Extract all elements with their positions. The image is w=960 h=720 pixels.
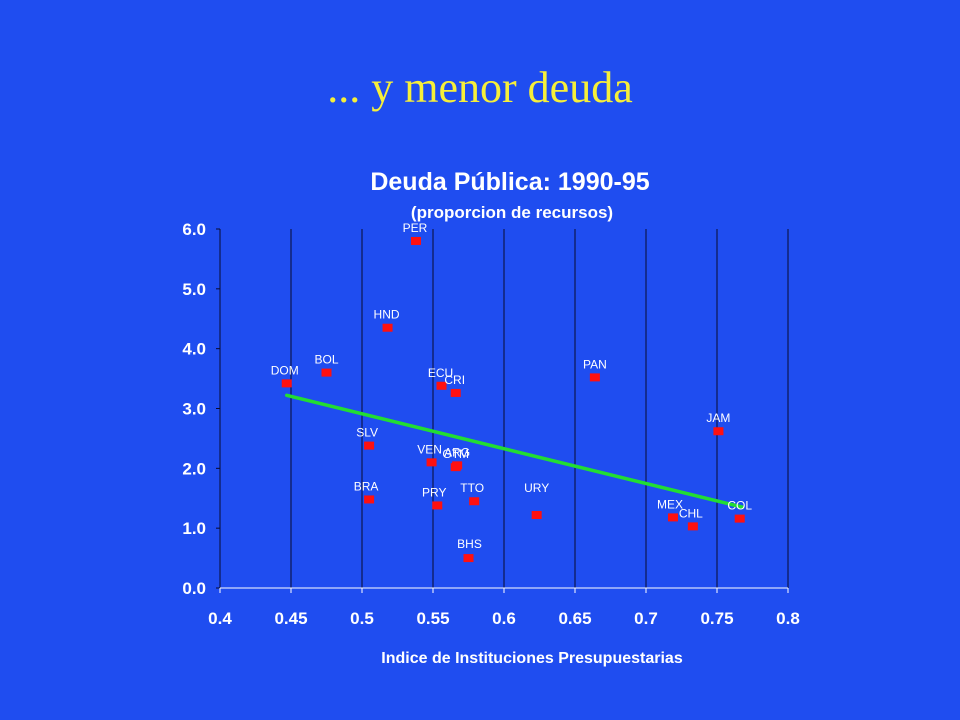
y-tick-label: 1.0	[182, 519, 206, 538]
data-point-marker	[450, 463, 461, 472]
x-tick-label: 0.8	[776, 609, 800, 628]
y-tick-label: 5.0	[182, 280, 206, 299]
grid-lines	[219, 229, 789, 588]
tick-labels: 0.0 1.0 2.0 3.0 4.0 5.0 6.0 0.4 0.45 0.5 0.55 0.6 0.…	[182, 220, 799, 628]
data-point-marker	[734, 514, 745, 523]
trendline-group	[284, 393, 745, 509]
y-tick-label: 6.0	[182, 220, 206, 239]
data-point-marker	[364, 441, 375, 450]
x-tick-label: 0.65	[558, 609, 591, 628]
y-tick-label: 3.0	[182, 400, 206, 419]
axes	[216, 228, 789, 593]
data-point-marker	[450, 388, 461, 397]
data-point-label: HND	[374, 308, 400, 322]
data-point-label: SLV	[356, 426, 378, 440]
trendline	[284, 393, 745, 509]
x-tick-label: 0.75	[700, 609, 733, 628]
data-point-marker	[589, 373, 600, 382]
data-point-label: JAM	[706, 411, 730, 425]
data-point-marker	[463, 554, 474, 563]
x-tick-label: 0.45	[274, 609, 307, 628]
data-point-label: CHL	[679, 506, 703, 520]
data-point-marker	[321, 368, 332, 377]
data-point-label: PRY	[422, 485, 446, 499]
data-point-marker	[713, 427, 724, 436]
x-tick-label: 0.6	[492, 609, 516, 628]
data-point-marker	[667, 513, 678, 522]
data-point-marker	[281, 379, 292, 388]
chart-title: Deuda Pública: 1990-95	[370, 168, 649, 196]
data-point-label: DOM	[271, 363, 299, 377]
x-tick-label: 0.55	[416, 609, 449, 628]
data-point-label: MEX	[657, 497, 683, 511]
data-point-marker	[469, 497, 480, 506]
y-tick-label: 4.0	[182, 340, 206, 359]
data-point-marker	[364, 495, 375, 504]
data-point-marker	[436, 381, 447, 390]
data-point-label: GTM	[442, 447, 469, 461]
slide-title: ... y menor deuda	[327, 63, 633, 112]
data-point-label: ECU	[428, 366, 453, 380]
y-tick-label: 2.0	[182, 459, 206, 478]
data-point-marker	[687, 522, 698, 531]
data-point-label: VEN	[417, 442, 442, 456]
x-tick-label: 0.7	[634, 609, 658, 628]
data-point-marker	[426, 458, 437, 467]
data-point-label: URY	[524, 481, 549, 495]
data-point-label: PER	[403, 221, 428, 235]
data-point-label: ARG	[444, 445, 470, 459]
data-point-marker	[531, 511, 542, 520]
data-point-label: CRI	[444, 373, 465, 387]
data-point-marker	[382, 323, 393, 332]
x-axis-label: Indice de Instituciones Presupuestarias	[381, 650, 683, 667]
y-tick-label: 0.0	[182, 579, 206, 598]
data-point-label: TTO	[460, 481, 484, 495]
x-tick-label: 0.5	[350, 609, 374, 628]
data-point-label: COL	[727, 499, 752, 513]
data-point-label: BOL	[314, 353, 338, 367]
data-point-label: BHS	[457, 537, 482, 551]
data-point-label: BRA	[354, 479, 379, 493]
data-point-marker	[410, 236, 421, 245]
data-point-label: PAN	[583, 357, 607, 371]
chart-subtitle: (proporcion de recursos)	[411, 203, 613, 222]
data-point-marker	[432, 501, 443, 510]
x-tick-label: 0.4	[208, 609, 232, 628]
